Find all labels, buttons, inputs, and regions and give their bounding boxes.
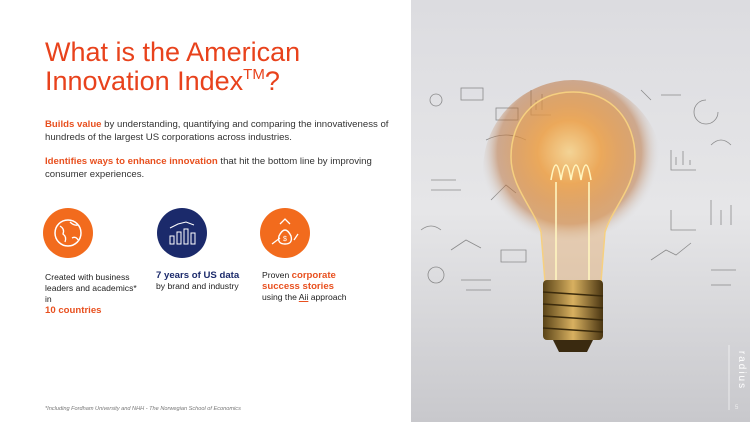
trademark: TM (243, 66, 265, 83)
highlight: Builds value (45, 119, 102, 130)
feature-text: by brand and industry (156, 281, 239, 291)
feature: 7 years of US data by brand and industry (156, 270, 248, 292)
feature: Proven corporate success stories using t… (262, 270, 354, 303)
chart-icon (157, 208, 207, 258)
paragraph: Identifies ways to enhance innovation th… (45, 155, 400, 181)
footnote: *Including Fordham University and NHH - … (45, 406, 241, 412)
money-icon: $ (260, 208, 310, 258)
lightbulb-photo (411, 0, 750, 422)
feature-highlight: corporate success stories (262, 270, 336, 292)
icons: $ (43, 208, 310, 258)
feature-text: using the (262, 292, 299, 302)
title: What is the American Innovation IndexTM? (45, 38, 385, 96)
title-end: ? (264, 66, 280, 96)
feature-text: Aii (298, 292, 309, 302)
feature-text: Proven (262, 270, 292, 280)
feature-text: approach (308, 292, 347, 302)
paragraph-text: by understanding, quantifying and compar… (45, 119, 389, 143)
feature-highlight: 7 years of US data (156, 270, 240, 281)
title-text: What is the American Innovation Index (45, 37, 301, 96)
svg-text:$: $ (283, 236, 287, 243)
feature-text: Created with business leaders and academ… (45, 272, 137, 304)
page-number: 5 (735, 405, 739, 411)
feature-highlight: 10 countries (45, 305, 102, 316)
highlight: Identifies ways to enhance innovation (45, 156, 218, 167)
logo: radius (736, 350, 748, 391)
globe-icon (43, 208, 93, 258)
paragraph: Builds value by understanding, quantifyi… (45, 118, 400, 144)
paragraph-text: that hit the bottom line by improving co… (45, 156, 372, 180)
feature: Created with business leaders and academ… (45, 272, 137, 316)
